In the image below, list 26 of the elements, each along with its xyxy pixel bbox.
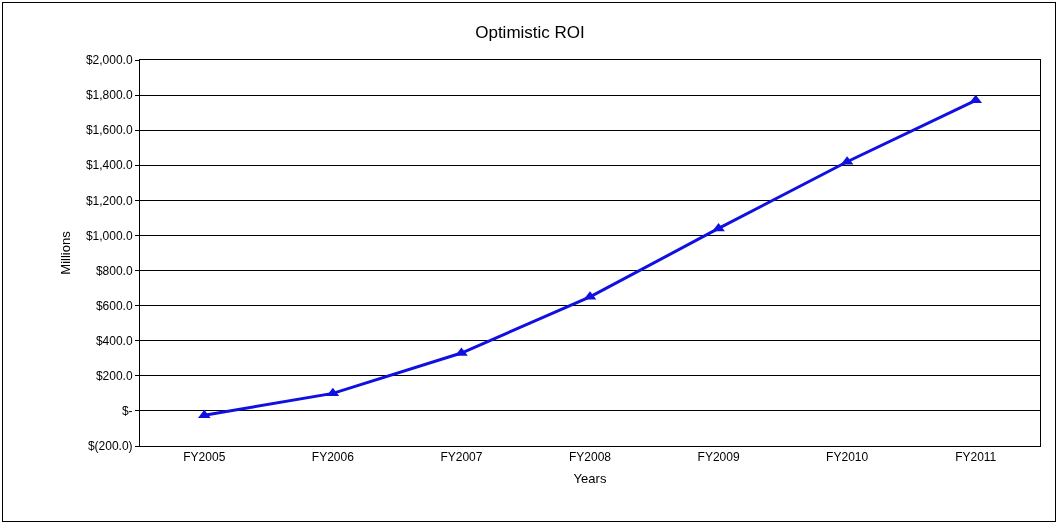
y-tick-label: $2,000.0: [85, 53, 133, 68]
x-tick-label: FY2010: [826, 450, 869, 465]
y-tick-label: $400.0: [95, 333, 133, 348]
y-tick-label: $1,800.0: [85, 88, 133, 103]
y-tick-label: $1,000.0: [85, 228, 133, 243]
x-tick-label: FY2007: [440, 450, 483, 465]
y-tick-label: $800.0: [95, 263, 133, 278]
x-tick-label: FY2009: [697, 450, 740, 465]
x-tick-label: FY2005: [183, 450, 226, 465]
y-tick-label: $(200.0): [87, 439, 133, 454]
point: [712, 222, 725, 232]
point: [969, 94, 983, 104]
y-tick-label: $-: [121, 404, 133, 419]
y-tick-label: $200.0: [95, 369, 133, 384]
point: [326, 387, 340, 397]
x-tick-label: FY2006: [311, 450, 355, 465]
x-axis-title: Years: [573, 471, 607, 486]
chart-title: Optimistic ROI: [475, 23, 585, 43]
y-tick-label: $1,200.0: [85, 193, 133, 208]
y-axis-title: Millions: [57, 230, 73, 275]
y-tick-label: $1,600.0: [85, 123, 133, 138]
x-tick-label: FY2011: [955, 450, 997, 465]
y-tick-label: $1,400.0: [85, 158, 133, 173]
y-tick-label: $600.0: [95, 298, 133, 313]
x-tick-label: FY2008: [568, 450, 612, 465]
point: [197, 409, 211, 419]
